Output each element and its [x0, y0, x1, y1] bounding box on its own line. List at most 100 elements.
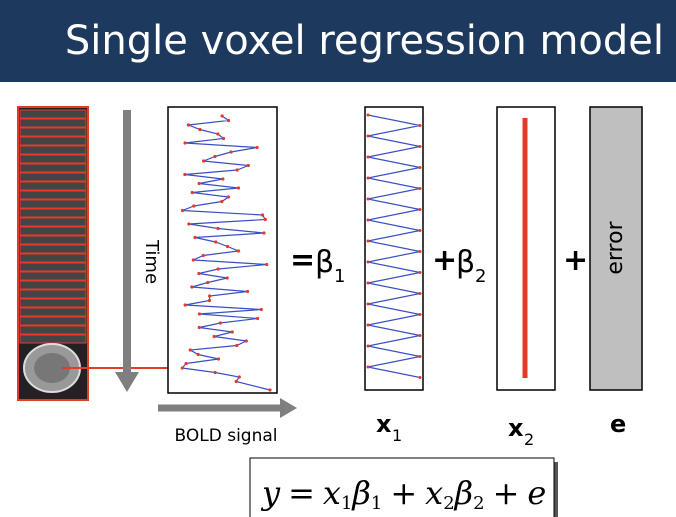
signal-dot	[197, 353, 200, 356]
equation-part: 1	[341, 493, 352, 514]
signal-dot	[261, 213, 264, 216]
signal-dot	[220, 200, 223, 203]
signal-dot	[214, 240, 217, 243]
slice	[20, 173, 86, 181]
signal-dot	[191, 191, 194, 194]
slice	[20, 263, 86, 271]
signal-dot	[193, 236, 196, 239]
signal-dot	[227, 195, 230, 198]
signal-dot	[237, 249, 240, 252]
signal-dot	[208, 294, 211, 297]
signal-dot	[213, 335, 216, 338]
signal-dot	[190, 285, 193, 288]
equation-part: β	[351, 474, 371, 512]
beta-subscript: 2	[475, 266, 486, 287]
slide-title: Single voxel regression model	[65, 18, 664, 64]
signal-dot	[181, 209, 184, 212]
signal-dot	[198, 182, 201, 185]
x1-dot	[419, 208, 422, 211]
signal-dot	[216, 132, 219, 135]
signal-dot	[214, 371, 217, 374]
signal-dot	[247, 164, 250, 167]
signal-dot	[231, 330, 234, 333]
equation-part: +	[390, 474, 417, 512]
signal-dot	[237, 186, 240, 189]
signal-dot	[217, 267, 220, 270]
equation-part: x	[425, 474, 443, 512]
signal-dot	[235, 380, 238, 383]
signal-dot	[217, 357, 220, 360]
signal-dot	[202, 254, 205, 257]
signal-dot	[198, 312, 201, 315]
signal-dot	[264, 218, 267, 221]
signal-dot	[226, 276, 229, 279]
slice	[20, 182, 86, 190]
bold-box	[168, 107, 277, 393]
signal-dot	[216, 227, 219, 230]
signal-dot	[208, 299, 211, 302]
slice	[20, 281, 86, 289]
equation-part: x	[323, 474, 341, 512]
time-label: Time	[141, 239, 162, 284]
x1-subscript: 1	[392, 426, 402, 445]
signal-dot	[245, 339, 248, 342]
equation-part: 2	[443, 493, 454, 514]
signal-dot	[198, 128, 201, 131]
plus-sign: +	[432, 243, 457, 278]
signal-dot	[255, 146, 258, 149]
signal-dot	[246, 290, 249, 293]
slice	[20, 200, 86, 208]
e-label: e	[610, 410, 626, 438]
equation-part: e	[527, 474, 546, 512]
signal-dot	[222, 137, 225, 140]
x1-dot	[367, 261, 370, 264]
signal-dot	[221, 177, 224, 180]
slice	[20, 146, 86, 154]
slice	[20, 245, 86, 253]
signal-dot	[198, 326, 201, 329]
signal-dot	[236, 168, 239, 171]
signal-dot	[265, 263, 268, 266]
bold-label: BOLD signal	[175, 426, 278, 446]
signal-dot	[202, 159, 205, 162]
beta-subscript: 1	[334, 266, 345, 287]
signal-dot	[260, 308, 263, 311]
signal-dot	[226, 245, 229, 248]
x1-dot	[367, 240, 370, 243]
error-label: error	[603, 220, 628, 274]
signal-dot	[213, 155, 216, 158]
signal-dot	[183, 141, 186, 144]
x1-dot	[367, 177, 370, 180]
slice	[20, 137, 86, 145]
slice	[20, 164, 86, 172]
x1-dot	[419, 187, 422, 190]
x1-dot	[367, 198, 370, 201]
x1-dot	[367, 135, 370, 138]
x1-dot	[419, 124, 422, 127]
signal-dot	[219, 321, 222, 324]
equation-part: β	[454, 474, 474, 512]
signal-dot	[192, 258, 195, 261]
signal-dot	[181, 366, 184, 369]
slice	[20, 110, 86, 118]
signal-dot	[183, 173, 186, 176]
beta-symbol: β	[315, 245, 334, 280]
x1-dot	[367, 324, 370, 327]
x1-dot	[419, 229, 422, 232]
signal-dot	[189, 348, 192, 351]
x1-dot	[419, 292, 422, 295]
x1-dot	[367, 303, 370, 306]
signal-dot	[206, 281, 209, 284]
slice	[20, 272, 86, 280]
slice	[20, 236, 86, 244]
x1-dot	[367, 345, 370, 348]
equals-sign: =	[290, 243, 315, 278]
signal-dot	[187, 123, 190, 126]
x1-dot	[367, 219, 370, 222]
time-arrow-head	[115, 372, 139, 392]
x2-subscript: 2	[524, 430, 534, 449]
signal-dot	[184, 303, 187, 306]
slice	[20, 128, 86, 136]
slice	[20, 155, 86, 163]
signal-dot	[262, 231, 265, 234]
